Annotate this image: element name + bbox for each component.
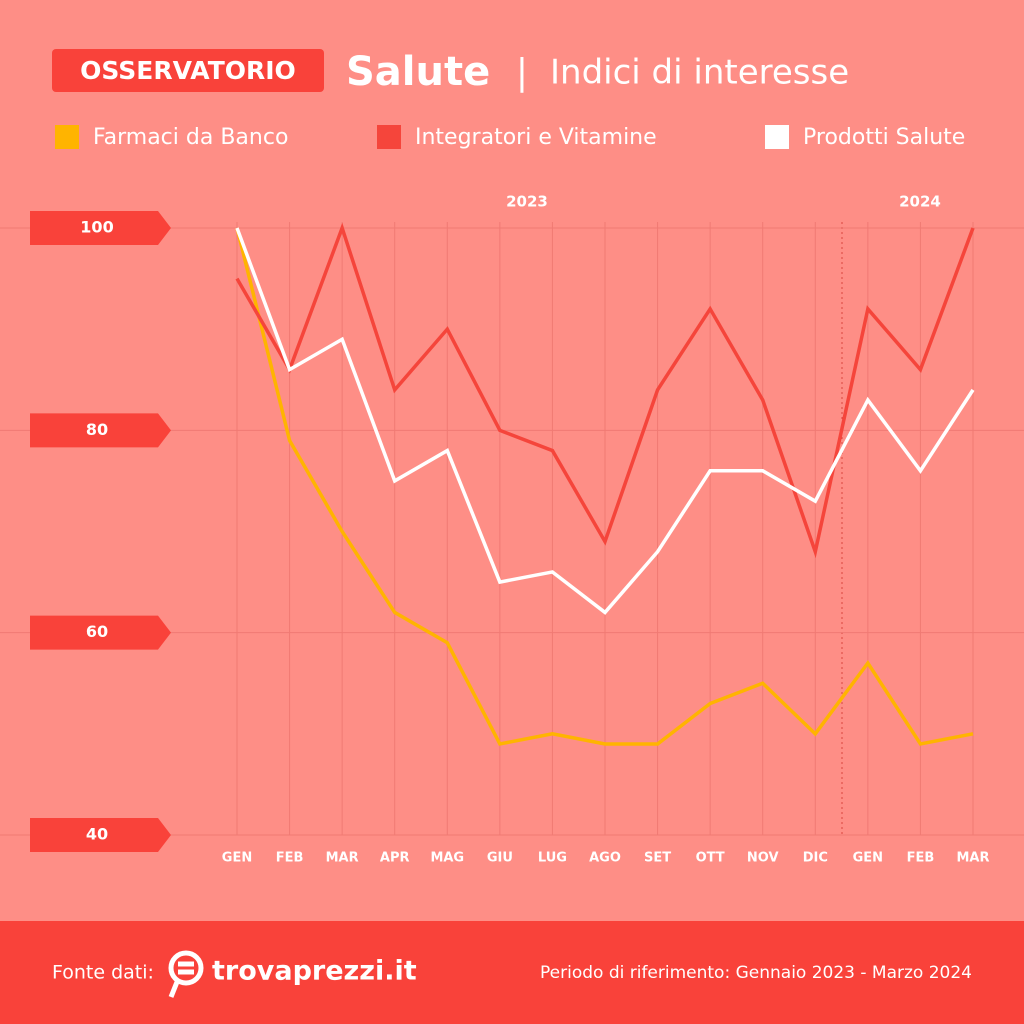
period: Periodo di riferimento: Gennaio 2023 - M…: [540, 963, 972, 983]
series-line: [235, 227, 974, 746]
legend-label: Prodotti Salute: [803, 125, 965, 150]
y-tick-label: 60: [86, 622, 108, 641]
legend-label: Integratori e Vitamine: [415, 125, 657, 150]
year-label: 2024: [899, 193, 941, 211]
separator: |: [516, 52, 528, 93]
legend-swatch: [55, 125, 79, 149]
x-tick-label: GIU: [487, 851, 513, 866]
legend-label: Farmaci da Banco: [93, 125, 288, 150]
x-tick-label: FEB: [907, 851, 935, 866]
subtitle: Indici di interesse: [550, 53, 849, 93]
logo: trovaprezzi.it: [212, 956, 417, 987]
year-label: 2023: [506, 193, 548, 211]
x-tick-label: GEN: [853, 851, 883, 866]
series-line: [235, 222, 975, 559]
title: Salute: [346, 49, 490, 95]
x-tick-label: NOV: [747, 851, 779, 866]
y-tick-label: 40: [86, 825, 108, 844]
series-line: [235, 227, 975, 615]
x-tick-label: APR: [380, 851, 410, 866]
badge-bg: [52, 49, 324, 92]
y-tick-label: 80: [86, 420, 108, 439]
x-tick-label: SET: [644, 851, 671, 866]
x-tick-label: MAR: [956, 851, 989, 866]
logo-icon: [168, 950, 204, 998]
badge: OSSERVATORIO: [80, 56, 296, 85]
y-tick-marker: [30, 615, 171, 650]
x-tick-label: OTT: [696, 851, 725, 866]
x-tick-label: MAG: [430, 851, 464, 866]
x-tick-label: LUG: [538, 851, 567, 866]
legend-swatch: [765, 125, 789, 149]
x-tick-label: MAR: [326, 851, 359, 866]
y-tick-label: 100: [80, 218, 113, 237]
x-tick-label: GEN: [222, 851, 252, 866]
legend-swatch: [377, 125, 401, 149]
y-tick-marker: [30, 413, 171, 448]
x-tick-label: FEB: [276, 851, 304, 866]
x-tick-label: DIC: [803, 851, 828, 866]
x-tick-label: AGO: [589, 851, 621, 866]
y-tick-marker: [30, 818, 171, 852]
y-tick-marker: [30, 211, 171, 245]
source-label: Fonte dati:: [52, 962, 154, 984]
